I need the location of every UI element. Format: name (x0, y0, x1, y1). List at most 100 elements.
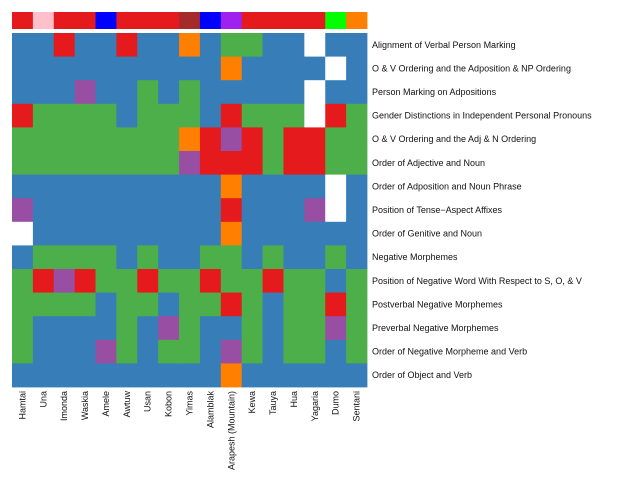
heatmap-cell (53, 174, 76, 199)
heatmap-cell (220, 80, 243, 105)
heatmap-cell (346, 269, 368, 293)
heatmap-cell (137, 127, 159, 152)
heatmap-cell (137, 269, 159, 293)
heatmap-cell (199, 174, 222, 199)
heatmap-cell (32, 174, 55, 199)
heatmap-cell (179, 316, 201, 341)
heatmap-cell (283, 174, 305, 199)
heatmap-cell (95, 103, 117, 128)
heatmap-cell (158, 198, 180, 223)
heatmap-cell (241, 80, 263, 105)
heatmap-cell (116, 339, 138, 364)
heatmap-cell (95, 127, 117, 152)
heatmap-cell (262, 174, 284, 199)
heatmap-cell (12, 363, 34, 388)
language-label: Kewa (247, 391, 257, 414)
heatmap-cell (32, 103, 55, 128)
heatmap-cell (283, 103, 305, 128)
heatmap-cell (220, 151, 243, 175)
heatmap-cell (74, 174, 96, 199)
heatmap-cell (95, 363, 117, 388)
heatmap-cell (116, 103, 138, 128)
heatmap-cell (220, 33, 243, 57)
heatmap-cell (220, 221, 243, 246)
language-label: Tauya (268, 391, 278, 415)
heatmap-cell (304, 103, 326, 128)
heatmap-cell (241, 316, 263, 341)
feature-label: Position of Tense−Aspect Affixes (372, 205, 502, 215)
heatmap-cell (137, 316, 159, 341)
heatmap-cell (95, 33, 117, 57)
heatmap-cell (12, 292, 34, 317)
heatmap-cell (74, 316, 96, 341)
heatmap-cell (95, 269, 117, 293)
heatmap-cell (262, 339, 284, 364)
heatmap-cell (199, 198, 222, 223)
heatmap-cell (158, 174, 180, 199)
heatmap-cell (179, 245, 201, 270)
heatmap-cell (53, 151, 76, 175)
language-label: Arapesh (Mountain) (226, 391, 236, 470)
heatmap-cell (53, 245, 76, 270)
family-bar-cell (74, 12, 96, 29)
heatmap-cell (283, 339, 305, 364)
heatmap-cell (283, 269, 305, 293)
heatmap-cell (95, 245, 117, 270)
heatmap-cell (220, 245, 243, 270)
heatmap-cell (304, 56, 326, 81)
heatmap-cell (12, 198, 34, 223)
heatmap-cell (32, 292, 55, 317)
heatmap-cell (346, 245, 368, 270)
heatmap-cell (158, 363, 180, 388)
heatmap-cell (74, 80, 96, 105)
heatmap-cells (12, 33, 368, 388)
heatmap-cell (220, 56, 243, 81)
heatmap-cell (283, 363, 305, 388)
heatmap-cell (137, 292, 159, 317)
heatmap-cell (283, 198, 305, 223)
heatmap-cell (53, 103, 76, 128)
heatmap-cell (137, 339, 159, 364)
heatmap-cell (325, 339, 347, 364)
heatmap-cell (116, 127, 138, 152)
family-bar-cell (325, 12, 347, 29)
heatmap-cell (325, 56, 347, 81)
family-bar-cell (12, 12, 34, 29)
heatmap-cell (95, 339, 117, 364)
heatmap-cell (95, 174, 117, 199)
heatmap-cell (241, 33, 263, 57)
heatmap-cell (32, 269, 55, 293)
heatmap-cell (53, 127, 76, 152)
heatmap-cell (241, 127, 263, 152)
heatmap-cell (346, 151, 368, 175)
heatmap-cell (262, 198, 284, 223)
family-bar-cell (304, 12, 326, 29)
heatmap-cell (304, 174, 326, 199)
heatmap-cell (220, 103, 243, 128)
heatmap-cell (74, 127, 96, 152)
heatmap-cell (262, 127, 284, 152)
feature-label: Order of Adposition and Noun Phrase (372, 181, 522, 191)
heatmap-cell (158, 245, 180, 270)
feature-label: Position of Negative Word With Respect t… (372, 276, 582, 286)
language-label: Hamtai (17, 391, 27, 420)
language-label: Alamblak (205, 391, 215, 429)
heatmap-cell (12, 316, 34, 341)
heatmap-cell (199, 221, 222, 246)
family-bar-cell (53, 12, 76, 29)
family-bar-cell (158, 12, 180, 29)
heatmap-cell (346, 339, 368, 364)
heatmap-cell (325, 151, 347, 175)
heatmap-cell (32, 127, 55, 152)
heatmap-cell (179, 292, 201, 317)
heatmap-cell (325, 103, 347, 128)
heatmap-cell (325, 292, 347, 317)
heatmap-cell (74, 292, 96, 317)
heatmap-cell (283, 33, 305, 57)
heatmap-cell (32, 363, 55, 388)
heatmap-cell (283, 221, 305, 246)
language-label: Waskia (80, 391, 90, 420)
heatmap-cell (95, 292, 117, 317)
heatmap-cell (12, 221, 34, 246)
heatmap-cell (12, 269, 34, 293)
